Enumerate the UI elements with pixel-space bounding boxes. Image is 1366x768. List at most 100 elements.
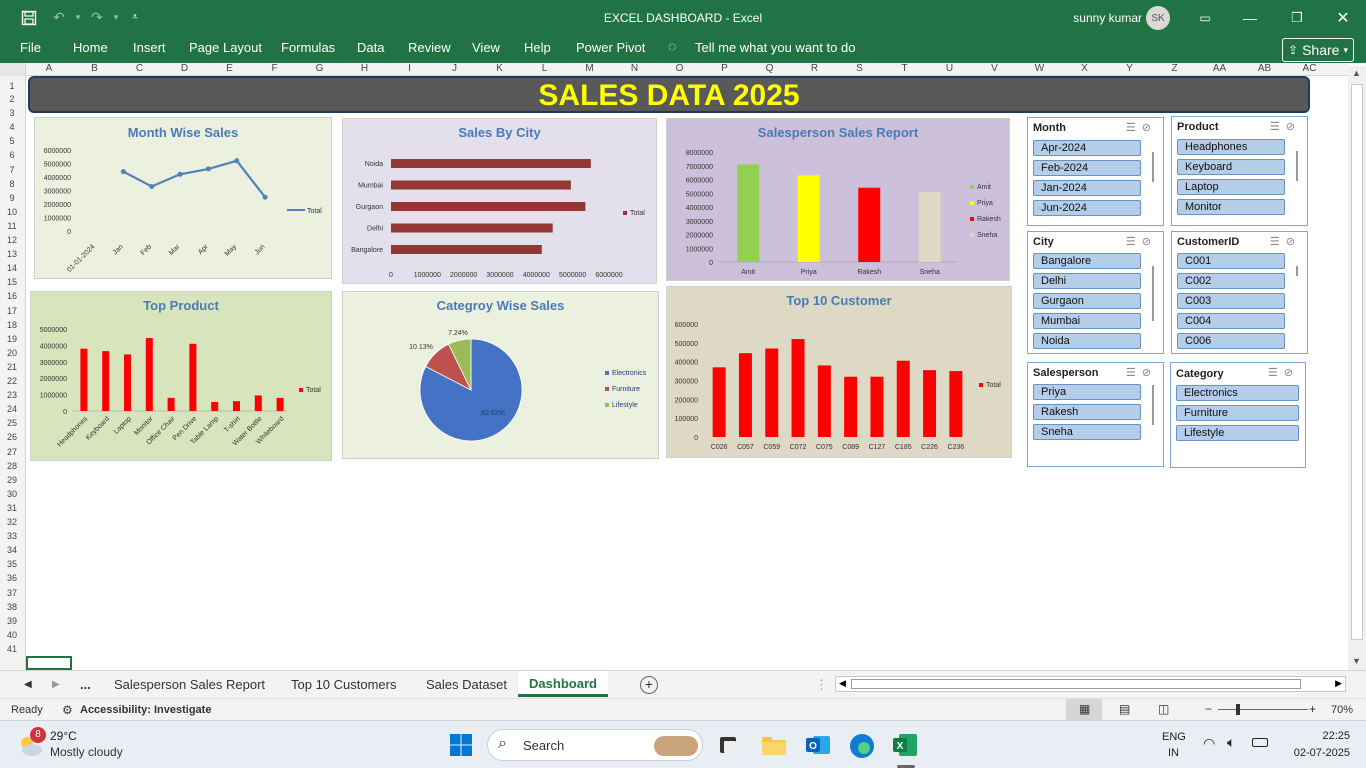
- sheet-tab[interactable]: Sales Dataset: [426, 677, 507, 692]
- chart-salesperson-report[interactable]: Salesperson Sales Report 8000000 7000000 6…: [666, 118, 1010, 281]
- slicer-item[interactable]: Electronics: [1176, 385, 1299, 401]
- row-header[interactable]: 27: [6, 446, 17, 457]
- worksheet[interactable]: SALES DATA 2025 Month Wise Sales 6000000…: [26, 76, 1348, 670]
- column-header[interactable]: Z: [1171, 63, 1178, 74]
- multi-select-icon[interactable]: ☰⊘: [1267, 367, 1299, 379]
- slicer-item[interactable]: Bangalore: [1033, 253, 1141, 269]
- weather-icon[interactable]: [16, 731, 44, 759]
- row-header[interactable]: 13: [6, 249, 17, 260]
- avatar[interactable]: SK: [1146, 6, 1170, 30]
- row-header[interactable]: 18: [6, 319, 17, 330]
- row-header[interactable]: 36: [6, 573, 17, 584]
- sheet-tab[interactable]: Top 10 Customers: [291, 677, 397, 692]
- row-header[interactable]: 2: [9, 94, 15, 104]
- slicer-product[interactable]: Product ☰⊘ Headphones Keyboard Laptop Mo…: [1171, 116, 1308, 226]
- tab-view[interactable]: View: [472, 40, 500, 55]
- slicer-item[interactable]: Noida: [1033, 333, 1141, 349]
- row-header[interactable]: 21: [6, 361, 17, 372]
- lang-primary[interactable]: ENG: [1162, 731, 1186, 743]
- column-header[interactable]: P: [721, 63, 728, 74]
- file-explorer-icon[interactable]: [761, 733, 787, 757]
- lang-secondary[interactable]: IN: [1168, 747, 1179, 759]
- row-header[interactable]: 40: [6, 629, 17, 640]
- row-header[interactable]: 22: [6, 376, 17, 386]
- column-header[interactable]: C: [135, 63, 144, 74]
- scroll-thumb[interactable]: [1351, 84, 1363, 640]
- row-header[interactable]: 8: [9, 178, 15, 189]
- column-header[interactable]: R: [810, 63, 819, 74]
- task-view-icon[interactable]: [717, 734, 739, 756]
- add-sheet-icon[interactable]: +: [640, 676, 658, 694]
- tab-home[interactable]: Home: [73, 40, 108, 55]
- column-header[interactable]: N: [630, 63, 639, 74]
- column-header[interactable]: D: [180, 63, 189, 74]
- ribbon-display-icon[interactable]: ▭: [1199, 10, 1211, 25]
- slicer-item[interactable]: Sneha: [1033, 424, 1141, 440]
- save-icon[interactable]: [14, 0, 44, 35]
- outlook-icon[interactable]: O: [805, 733, 831, 757]
- row-header[interactable]: 30: [6, 488, 17, 499]
- slicer-item[interactable]: Delhi: [1033, 273, 1141, 289]
- column-header[interactable]: L: [541, 63, 548, 74]
- excel-taskbar-icon[interactable]: X: [892, 732, 918, 758]
- slicer-item[interactable]: Keyboard: [1177, 159, 1285, 175]
- slicer-item[interactable]: Furniture: [1176, 405, 1299, 421]
- slicer-item[interactable]: C002: [1177, 273, 1285, 289]
- row-header[interactable]: 4: [9, 122, 15, 133]
- column-header[interactable]: Y: [1126, 63, 1133, 74]
- battery-icon[interactable]: [1252, 738, 1268, 747]
- slicer-category[interactable]: Category ☰⊘ Electronics Furniture Lifest…: [1170, 362, 1306, 468]
- scroll-down-icon[interactable]: ▼: [1352, 656, 1361, 666]
- slicer-item[interactable]: C001: [1177, 253, 1285, 269]
- tab-file[interactable]: File: [20, 40, 41, 55]
- slicer-scrollbar[interactable]: [1296, 266, 1298, 276]
- page-break-icon[interactable]: ◫: [1158, 702, 1170, 716]
- slicer-month[interactable]: Month ☰⊘ Apr-2024 Feb-2024 Jan-2024 Jun-…: [1027, 117, 1164, 226]
- slicer-item[interactable]: Lifestyle: [1176, 425, 1299, 441]
- slicer-item[interactable]: Monitor: [1177, 199, 1285, 215]
- slicer-item[interactable]: Laptop: [1177, 179, 1285, 195]
- wifi-icon[interactable]: ◠: [1203, 735, 1216, 751]
- column-header[interactable]: V: [991, 63, 998, 74]
- restore-icon[interactable]: ❐: [1291, 9, 1303, 25]
- row-header[interactable]: 12: [6, 235, 17, 245]
- row-header[interactable]: 31: [6, 502, 17, 513]
- h-scroll-thumb[interactable]: [851, 679, 1301, 689]
- zoom-slider-thumb[interactable]: [1236, 704, 1240, 715]
- undo-icon[interactable]: ↶: [53, 9, 65, 25]
- slicer-item[interactable]: C003: [1177, 293, 1285, 309]
- row-header[interactable]: 19: [6, 333, 17, 344]
- edge-icon[interactable]: [849, 733, 875, 759]
- clock-time[interactable]: 22:25: [1322, 730, 1350, 742]
- selected-cell[interactable]: [26, 656, 72, 670]
- horizontal-scrollbar[interactable]: ◀ ▶: [835, 676, 1346, 692]
- row-header[interactable]: 34: [6, 545, 17, 556]
- tab-prev-icon[interactable]: ◀: [24, 679, 32, 690]
- chart-sales-by-city[interactable]: Sales By City Noida Mumbai Gurgaon Delhi Ban…: [342, 118, 657, 284]
- column-header[interactable]: S: [856, 63, 863, 74]
- multi-select-icon[interactable]: ☰⊘: [1269, 236, 1301, 248]
- zoom-slider[interactable]: [1218, 709, 1308, 710]
- slicer-salesperson[interactable]: Salesperson ☰⊘ Priya Rakesh Sneha: [1027, 362, 1164, 467]
- slicer-scrollbar[interactable]: [1296, 151, 1298, 181]
- row-header[interactable]: 37: [6, 587, 17, 598]
- accessibility-status[interactable]: Accessibility: Investigate: [80, 704, 212, 716]
- row-header[interactable]: 25: [6, 418, 17, 429]
- tab-help[interactable]: Help: [524, 40, 551, 55]
- column-header[interactable]: E: [226, 63, 233, 74]
- slicer-item[interactable]: Mumbai: [1033, 313, 1141, 329]
- column-header[interactable]: O: [675, 63, 684, 74]
- row-header[interactable]: 23: [6, 390, 17, 401]
- sheet-tab[interactable]: Salesperson Sales Report: [114, 677, 266, 692]
- row-header[interactable]: 1: [9, 81, 15, 91]
- row-header[interactable]: 26: [6, 432, 17, 443]
- multi-select-icon[interactable]: ☰⊘: [1125, 236, 1157, 248]
- scroll-left-icon[interactable]: ◀: [839, 678, 846, 688]
- chart-top-10-customer[interactable]: Top 10 Customer 600000 500000 400000 300000…: [666, 286, 1012, 458]
- row-header[interactable]: 15: [6, 277, 17, 288]
- row-header[interactable]: 9: [9, 192, 15, 203]
- tab-review[interactable]: Review: [408, 40, 451, 55]
- redo-dropdown-icon[interactable]: ▾: [113, 12, 119, 22]
- zoom-in-icon[interactable]: +: [1309, 702, 1317, 716]
- slicer-item[interactable]: Headphones: [1177, 139, 1285, 155]
